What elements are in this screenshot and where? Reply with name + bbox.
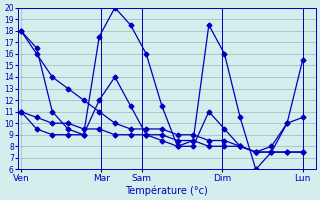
X-axis label: Température (°c): Température (°c) bbox=[125, 185, 208, 196]
